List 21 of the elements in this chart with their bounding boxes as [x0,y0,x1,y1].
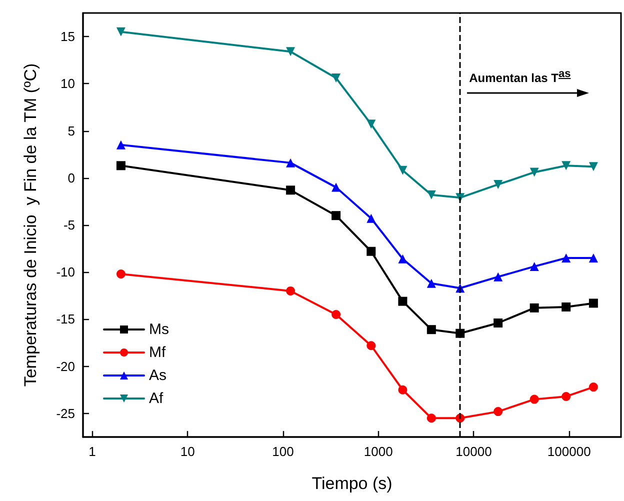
y-tick-label: -15 [56,312,75,327]
legend-label: Af [149,390,164,407]
y-axis-title: Temperaturas de Inicio y Fin de la TM (ºC) [21,63,40,387]
y-tick-label: -5 [63,218,75,232]
legend-label: Mf [149,344,166,361]
x-tick-label: 1000 [364,444,393,459]
legend-label: Ms [149,321,169,338]
y-tick-label: 5 [68,123,75,138]
x-axis-title: Tiempo (s) [312,474,392,493]
y-tick-label: -25 [56,406,75,421]
x-tick-label: 10000 [456,444,492,459]
x-tick-label: 10 [180,444,195,459]
x-tick-label: 100 [272,444,294,459]
legend-label: As [149,367,167,384]
x-tick-label: 100000 [547,444,591,459]
x-tick-label: 1 [88,444,96,459]
y-tick-label: -20 [56,358,75,374]
y-tick-label: 10 [60,76,75,92]
y-tick-label: 0 [68,170,75,186]
y-tick-label: 15 [60,29,75,44]
y-tick-label: -10 [56,264,75,280]
